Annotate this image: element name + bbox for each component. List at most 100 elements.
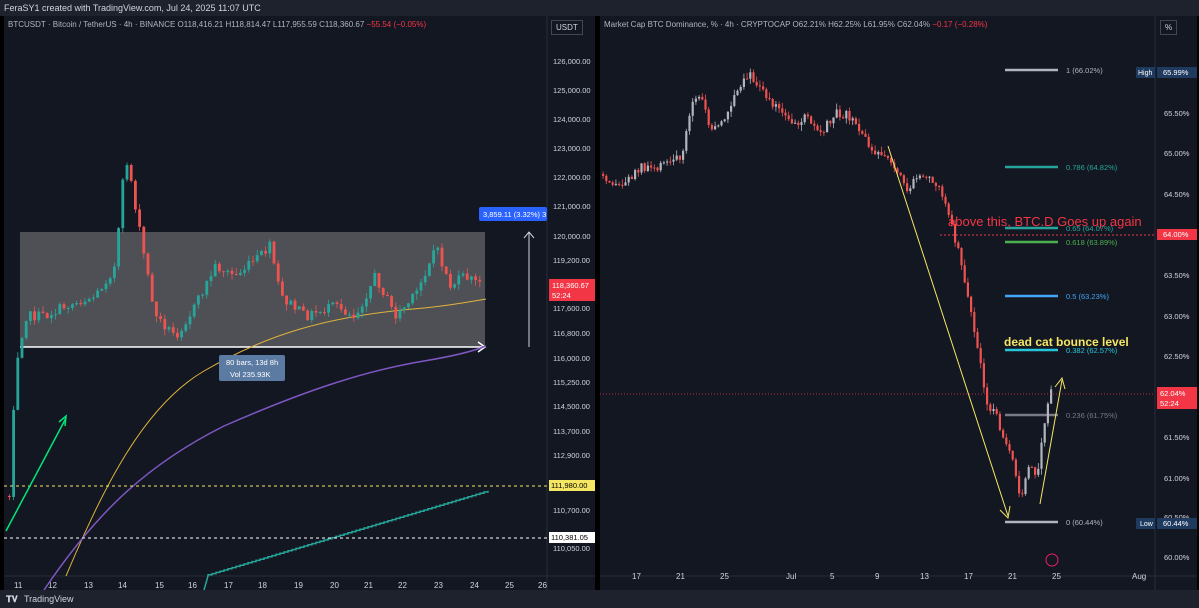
btc-candle	[423, 275, 427, 283]
time-tick-label: 17	[632, 572, 641, 581]
fib-level-label: 0.618 (63.89%)	[1066, 238, 1118, 247]
btcd-candle	[762, 86, 765, 90]
btc-candle	[45, 313, 49, 319]
brand-name: TradingView	[24, 594, 74, 604]
price-tick-label: 116,800.00	[553, 329, 590, 338]
price-badge-white-text: 110,381.05	[551, 533, 588, 542]
btc-candle	[402, 307, 406, 311]
btcd-candle	[986, 387, 989, 405]
btcd-candle	[714, 126, 717, 130]
btcd-candle	[1011, 450, 1014, 460]
green-arrow-icon	[58, 414, 67, 427]
btc-candle	[205, 281, 209, 295]
btc-candle	[218, 263, 221, 272]
btcd-candle	[886, 155, 889, 159]
btcd-candle	[858, 123, 861, 132]
btcusdt-chart-canvas[interactable]: 126,000.00 125,000.00 124,000.00 123,000.00…	[4, 16, 595, 590]
time-tick-label: 21	[676, 572, 685, 581]
ohlc-change: −0.17 (−0.28%)	[932, 20, 988, 29]
time-tick-label: 9	[875, 572, 880, 581]
price-tick-label: 119,200.00	[553, 256, 590, 265]
btc-candle	[226, 270, 230, 273]
price-tick-label: 123,000.00	[553, 144, 591, 153]
price-tick-label: 65.00%	[1164, 149, 1190, 158]
btcd-candle	[1024, 478, 1027, 494]
btcd-candle	[1027, 466, 1030, 479]
btc-candle	[29, 311, 32, 321]
btcd-candle	[666, 161, 669, 163]
btc-candle	[138, 209, 141, 227]
btcd-candle	[624, 182, 627, 186]
btc-candle	[419, 282, 423, 291]
btc-candle	[323, 312, 326, 314]
btcd-candle	[752, 72, 755, 82]
price-tick-label: 61.50%	[1164, 433, 1190, 442]
btc-candle	[159, 316, 162, 319]
btc-candle	[318, 312, 322, 314]
time-tick-label: 13	[84, 581, 93, 590]
btcd-candle	[621, 184, 624, 186]
bounce-arrow-icon	[1054, 376, 1066, 390]
btc-candle	[8, 496, 11, 497]
btc-candle	[83, 301, 87, 305]
btcusdt-chart-panel[interactable]: 126,000.00 125,000.00 124,000.00 123,000.00…	[4, 16, 595, 590]
btcd-candle	[1021, 493, 1024, 495]
tradingview-logo-icon[interactable]: 𝐓𝐕	[6, 594, 18, 604]
unit-button[interactable]: %	[1160, 20, 1178, 35]
btc-candle	[260, 250, 263, 256]
btc-candle	[50, 315, 53, 319]
btc-candle	[146, 253, 150, 275]
high-label-text: High	[1138, 70, 1153, 77]
btc-candle	[167, 327, 171, 330]
range-box	[20, 232, 485, 347]
time-tick-label: 23	[434, 581, 443, 590]
time-tick-label: 19	[294, 581, 303, 590]
resistance-badge-text: 64.00%	[1163, 230, 1189, 239]
btc-candle	[234, 274, 238, 276]
symbol-name[interactable]: Market Cap BTC Dominance, % · 4h · CRYPT…	[604, 20, 791, 29]
time-tick-label: 26	[538, 581, 547, 590]
time-tick-label: 24	[470, 581, 479, 590]
btcd-candle	[870, 146, 873, 151]
btc-candle	[428, 263, 431, 276]
btcd-candle	[794, 122, 797, 124]
time-tick-label: 14	[118, 581, 127, 590]
btcd-candle	[602, 174, 605, 176]
unit-button[interactable]: USDT	[551, 20, 583, 35]
btcd-candle	[781, 108, 784, 113]
btc-candle	[356, 312, 360, 318]
btcd-candle	[611, 182, 614, 185]
time-tick-label: Aug	[1132, 572, 1146, 581]
btc-dominance-chart-canvas[interactable]: 65.50% 65.00% 64.50% 63.50% 63.00% 62.50% 61.5…	[600, 16, 1197, 590]
btcd-candle	[784, 112, 787, 116]
btcd-candle	[704, 99, 707, 110]
btc-candle	[453, 284, 456, 288]
btc-candle	[243, 269, 246, 273]
btc-candle	[188, 316, 192, 325]
btc-dominance-chart-panel[interactable]: 65.50% 65.00% 64.50% 63.50% 63.00% 62.50% 61.5…	[600, 16, 1197, 590]
btcd-candle	[829, 120, 832, 124]
btc-candle	[41, 311, 45, 314]
price-tick-label: 116,000.00	[553, 354, 590, 363]
btcd-candle	[723, 119, 726, 122]
btc-candle	[339, 304, 343, 310]
btc-candle	[470, 276, 473, 280]
btcd-candle	[707, 109, 710, 125]
low-label-box	[1136, 518, 1155, 529]
btc-candle	[352, 314, 356, 318]
time-tick-label: 5	[830, 572, 835, 581]
btcd-candle	[883, 155, 886, 157]
ohlc-open: O62.21%	[792, 20, 826, 29]
btcd-candle	[902, 175, 905, 184]
low-value-text: 60.44%	[1163, 519, 1189, 528]
btcd-candle	[989, 404, 992, 412]
btc-candle	[478, 279, 482, 282]
btc-candle	[201, 294, 204, 296]
price-tick-label: 126,000.00	[553, 57, 591, 66]
btc-candle	[398, 310, 402, 319]
btc-candle	[440, 247, 444, 267]
measure-info-box	[219, 355, 285, 381]
symbol-name[interactable]: BTCUSDT · Bitcoin / TetherUS · 4h · BINA…	[8, 20, 176, 29]
btcd-candle	[726, 111, 729, 120]
btcd-candle	[659, 162, 662, 171]
